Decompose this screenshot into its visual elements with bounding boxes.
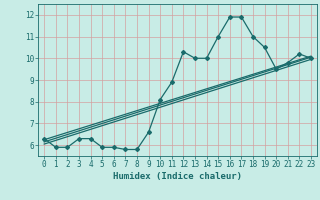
X-axis label: Humidex (Indice chaleur): Humidex (Indice chaleur) [113,172,242,181]
